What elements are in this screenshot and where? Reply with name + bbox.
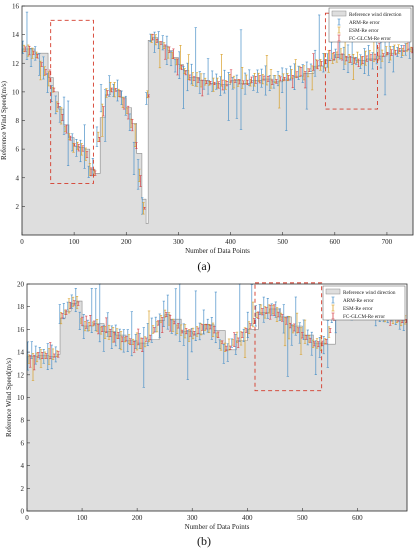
legend-entry: ARM-Re error <box>349 20 380 26</box>
y-tick-label: 14 <box>12 31 20 39</box>
legend-entry: Reference wind direction <box>343 289 396 296</box>
y-tick-label: 20 <box>17 281 25 289</box>
x-tick-label: 0 <box>25 514 29 522</box>
x-tick-label: 100 <box>77 514 88 522</box>
panel-b-chart: 0 100 200 300 400 500 600 0 2 4 6 8 10 12 14 16 18 20 Numb… <box>5 281 408 531</box>
y-tick-label: 2 <box>16 203 20 211</box>
x-tick-label: 400 <box>225 238 236 246</box>
y-axis-label: Reference Wind Speed(m/s) <box>5 357 13 437</box>
x-axis-label: Number of Data Points <box>185 523 250 531</box>
legend-entry: FC-GLCM-Re error <box>349 36 391 42</box>
legend-entry: ARM-Re error <box>343 298 374 304</box>
highlight-box <box>50 19 94 184</box>
legend-entry: ESM-Re error <box>343 306 373 312</box>
y-axis-label: Reference Wind Speed(m/s) <box>0 80 8 160</box>
x-tick-label: 600 <box>330 238 341 246</box>
panel-a-chart: 0 100 200 300 400 500 600 700 2 4 6 8 10 12 14 16 Number… <box>0 3 414 255</box>
legend-swatch-reference <box>331 10 347 17</box>
y-tick-label: 12 <box>12 60 20 68</box>
panel-label-a: (a) <box>197 259 211 273</box>
y-tick-label: 6 <box>16 146 20 154</box>
y-tick-label: 16 <box>12 3 20 11</box>
y-tick-label: 8 <box>16 117 20 125</box>
legend-entry: ESM-Re error <box>349 28 379 34</box>
highlight-box <box>254 282 323 392</box>
x-tick-label: 500 <box>277 238 288 246</box>
x-tick-label: 700 <box>382 238 393 246</box>
x-tick-label: 600 <box>352 514 363 522</box>
panel-label-b: (b) <box>197 534 211 548</box>
x-tick-label: 500 <box>297 514 308 522</box>
y-tick-label: 4 <box>21 462 25 470</box>
x-tick-label: 300 <box>187 514 198 522</box>
x-tick-label: 200 <box>121 238 132 246</box>
x-tick-label: 400 <box>242 514 253 522</box>
y-tick-label: 10 <box>12 88 20 96</box>
y-tick-label: 12 <box>17 371 25 379</box>
y-tick-label: 16 <box>17 326 25 334</box>
x-tick-label: 200 <box>132 514 143 522</box>
y-tick-label: 18 <box>17 303 25 311</box>
y-tick-label: 0 <box>21 508 25 516</box>
x-tick-label: 100 <box>69 238 80 246</box>
y-tick-label: 2 <box>21 485 25 493</box>
x-axis-label: Number of Data Points <box>185 247 250 255</box>
legend-entry: FC-GLCM-Re error <box>343 314 385 320</box>
y-tick-label: 4 <box>16 174 20 182</box>
reference-area <box>21 37 414 236</box>
legend-swatch-reference <box>325 288 341 295</box>
y-tick-label: 8 <box>21 417 25 425</box>
legend-entry: Reference wind direction <box>349 11 402 18</box>
highlight-box <box>324 12 378 110</box>
y-tick-label: 10 <box>17 394 25 402</box>
x-tick-label: 300 <box>173 238 184 246</box>
y-tick-label: 6 <box>21 439 25 447</box>
x-tick-label: 0 <box>20 238 24 246</box>
y-tick-label: 14 <box>17 349 25 357</box>
